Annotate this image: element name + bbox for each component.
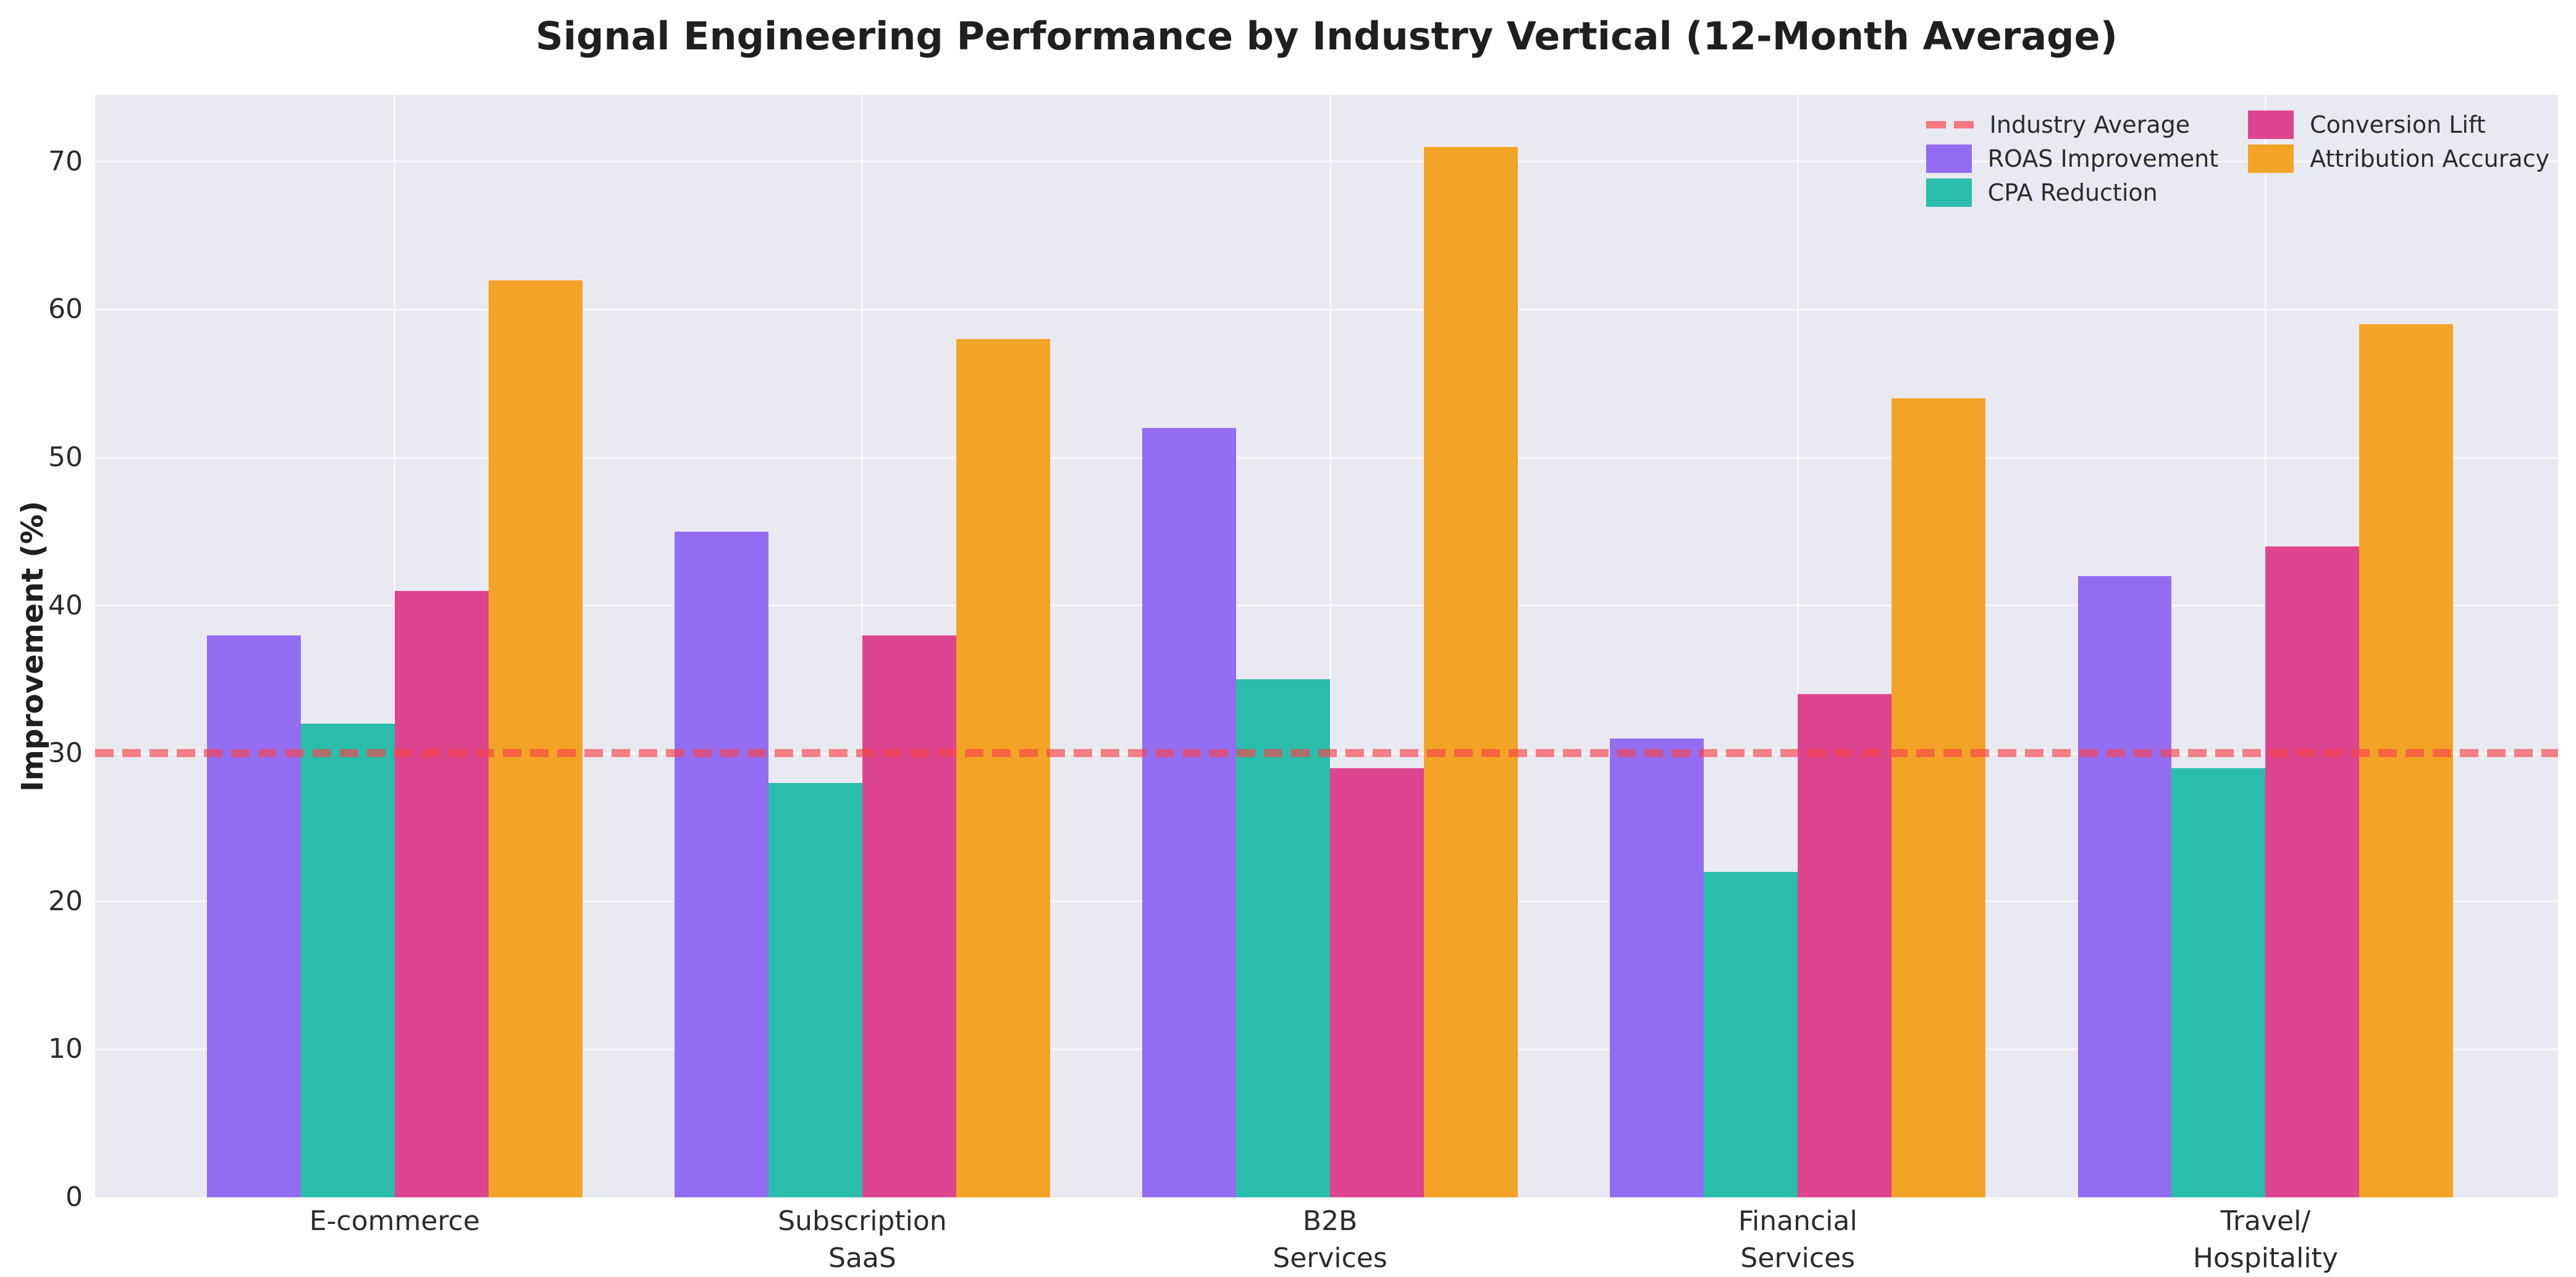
legend-item-industry-average: Industry Average: [1926, 111, 2218, 138]
bar-attribution-accuracy-b2b-services: [1423, 146, 1518, 1197]
bar-conversion-lift-financial-services: [1798, 694, 1892, 1197]
legend-swatch-icon: [2248, 144, 2294, 173]
legend-label: Industry Average: [1989, 111, 2191, 138]
legend-swatch-icon: [1926, 178, 1972, 207]
gridline-horizontal: [95, 308, 2558, 311]
legend-swatch-icon: [1926, 144, 1972, 173]
legend-item-roas-improvement: ROAS Improvement: [1926, 144, 2218, 173]
bar-roas-improvement-e-commerce: [207, 635, 301, 1197]
x-axis-ticks: E-commerce Subscription SaaS B2B Services F…: [95, 1203, 2558, 1277]
bar-cpa-reduction-financial-services: [1704, 871, 1798, 1197]
y-tick-label: 40: [48, 589, 83, 621]
bar-cpa-reduction-subscription-saas: [768, 783, 862, 1197]
bar-cpa-reduction-travel-hospitality: [2171, 768, 2266, 1197]
bar-attribution-accuracy-subscription-saas: [956, 339, 1050, 1197]
legend-item-cpa-reduction: CPA Reduction: [1926, 178, 2218, 207]
legend: Industry Average ROAS Improvement CPA Redu…: [1926, 107, 2549, 209]
y-tick-label: 30: [48, 737, 83, 769]
gridline-vertical: [1329, 95, 1331, 1197]
bar-conversion-lift-b2b-services: [1330, 768, 1424, 1197]
y-tick-label: 60: [48, 293, 83, 325]
legend-dashed-line-icon: [1926, 120, 1974, 128]
bar-cpa-reduction-e-commerce: [300, 724, 395, 1197]
bar-roas-improvement-travel-hospitality: [2077, 576, 2172, 1197]
y-tick-label: 0: [65, 1181, 83, 1213]
y-tick-label: 50: [48, 442, 83, 474]
legend-label: ROAS Improvement: [1987, 144, 2219, 172]
x-tick-label-e-commerce: E-commerce: [309, 1205, 480, 1237]
y-axis-ticks: 0 10 20 30 40 50 60 70: [0, 95, 83, 1212]
chart-title: Signal Engineering Performance by Indust…: [536, 14, 2118, 59]
legend-item-conversion-lift: Conversion Lift: [2248, 110, 2549, 139]
industry-average-line: [95, 749, 2558, 758]
legend-label: Conversion Lift: [2310, 111, 2486, 138]
gridline-horizontal: [95, 605, 2558, 607]
x-tick-label-financial-services: Financial Services: [1738, 1205, 1858, 1274]
legend-label: CPA Reduction: [1987, 178, 2158, 206]
gridline-horizontal: [95, 161, 2558, 163]
bar-conversion-lift-subscription-saas: [862, 635, 956, 1197]
y-tick-label: 70: [48, 145, 83, 177]
plot-area: Industry Average ROAS Improvement CPA Redu…: [95, 95, 2558, 1197]
bar-roas-improvement-subscription-saas: [675, 531, 769, 1197]
bar-attribution-accuracy-travel-hospitality: [2359, 324, 2454, 1197]
bar-attribution-accuracy-e-commerce: [488, 280, 583, 1197]
x-tick-label-b2b-services: B2B Services: [1273, 1205, 1387, 1274]
gridline-horizontal: [95, 456, 2558, 459]
legend-swatch-icon: [2248, 110, 2294, 139]
legend-label: Attribution Accuracy: [2310, 144, 2549, 172]
bar-cpa-reduction-b2b-services: [1236, 679, 1331, 1197]
x-tick-label-subscription-saas: Subscription SaaS: [778, 1205, 947, 1274]
bar-roas-improvement-financial-services: [1610, 739, 1704, 1197]
bar-conversion-lift-travel-hospitality: [2265, 546, 2360, 1197]
gridline-vertical: [1796, 95, 1799, 1197]
bar-roas-improvement-b2b-services: [1142, 428, 1237, 1197]
x-tick-label-travel-hospitality: Travel/ Hospitality: [2192, 1205, 2338, 1274]
bar-conversion-lift-e-commerce: [394, 590, 489, 1197]
y-tick-label: 20: [48, 885, 83, 917]
legend-item-attribution-accuracy: Attribution Accuracy: [2248, 144, 2549, 173]
bar-attribution-accuracy-financial-services: [1892, 398, 1985, 1197]
y-tick-label: 10: [48, 1033, 83, 1065]
